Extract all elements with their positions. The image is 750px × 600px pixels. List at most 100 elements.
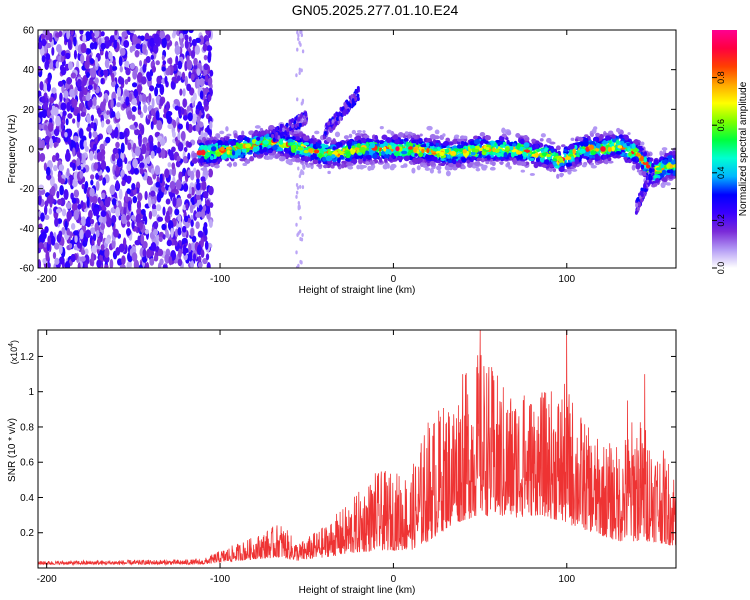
heatmap-cell [150, 168, 155, 175]
heatmap-cell [502, 129, 509, 133]
heatmap-cell [131, 183, 136, 191]
heatmap-cell [405, 141, 410, 148]
heatmap-cell [197, 255, 202, 263]
heatmap-cell [177, 227, 182, 236]
heatmap-cell [638, 147, 644, 151]
heatmap-cell [89, 150, 94, 161]
heatmap-cell [322, 135, 326, 140]
heatmap-cell [489, 166, 496, 171]
heatmap-cell [87, 98, 93, 108]
heatmap-cell [205, 140, 210, 145]
heatmap-cell [150, 108, 155, 116]
heatmap-cell [145, 261, 150, 268]
heatmap-cell [95, 180, 100, 191]
heatmap-cell [177, 123, 183, 130]
heatmap-cell [384, 157, 388, 163]
heatmap-cell [190, 260, 195, 268]
heatmap-cell [334, 120, 338, 126]
snr-multiplier-exponent: 4 [8, 343, 15, 347]
heatmap-cell [55, 115, 61, 127]
heatmap-cell [301, 49, 305, 54]
heatmap-cell [226, 146, 232, 150]
heatmap-cell [131, 106, 137, 112]
heatmap-cell [503, 151, 508, 158]
heatmap-cell [640, 192, 644, 197]
heatmap-cell [177, 60, 183, 70]
heatmap-cell [177, 132, 181, 141]
heatmap-cell [295, 222, 298, 227]
heatmap-cell [53, 165, 58, 172]
heatmap-cell [53, 141, 58, 148]
heatmap-cell [297, 33, 300, 38]
heatmap-cell [502, 141, 507, 146]
heatmap-cell [72, 147, 76, 157]
heatmap-cell [283, 130, 287, 135]
heatmap-cell [73, 49, 78, 60]
heatmap-cell [640, 198, 644, 203]
heatmap-cell [138, 264, 143, 268]
heatmap-cell [237, 135, 244, 141]
heatmap-cell [116, 102, 121, 108]
heatmap-cell [89, 227, 96, 235]
heatmap-cell [60, 121, 64, 131]
heatmap-cell [52, 251, 57, 260]
heatmap-cell [172, 131, 176, 138]
heatmap-cell [38, 117, 41, 124]
heatmap-cell [76, 78, 82, 88]
heatmap-cell [126, 163, 132, 171]
heatmap-cell [634, 210, 638, 215]
heatmap-cell [590, 132, 595, 138]
heatmap-cell [116, 86, 121, 98]
heatmap-cell [182, 98, 187, 108]
heatmap-cell [623, 156, 628, 161]
heatmap-cell [389, 164, 395, 171]
heatmap-cell [462, 149, 468, 154]
heatmap-cell [185, 121, 190, 131]
heatmap-cell [295, 190, 299, 195]
figure-title: GN05.2025.277.01.10.E24 [292, 2, 459, 18]
heatmap-cell [187, 141, 192, 148]
heatmap-cell [588, 144, 595, 150]
heatmap-cell [422, 164, 427, 168]
heatmap-cell [646, 153, 650, 157]
heatmap-cell [64, 261, 71, 268]
heatmap-cell [302, 135, 310, 141]
heatmap-cell [280, 144, 284, 148]
heatmap-cell [296, 232, 299, 237]
heatmap-cell [278, 140, 284, 145]
heatmap-cell [137, 86, 142, 97]
heatmap-cell [484, 135, 491, 141]
heatmap-cell [48, 102, 53, 111]
heatmap-cell [127, 76, 131, 83]
heatmap-cell [580, 141, 584, 147]
heatmap-cell [327, 121, 331, 126]
heatmap-cell [661, 176, 667, 182]
heatmap-cell [44, 214, 50, 221]
heatmap-cell [325, 155, 333, 162]
heatmap-cell [175, 55, 179, 66]
heatmap-cell [150, 190, 156, 197]
heatmap-cell [435, 146, 442, 153]
heatmap-cell [391, 154, 395, 159]
heatmap-cell [98, 216, 103, 223]
y-tick-label: 40 [23, 65, 35, 76]
heatmap-cell [179, 88, 183, 96]
y-tick-label: 1.2 [20, 352, 34, 363]
heatmap-cell [65, 202, 72, 209]
heatmap-cell [57, 80, 64, 87]
heatmap-cell [471, 156, 477, 160]
heatmap-cell [280, 132, 284, 138]
heatmap-cell [124, 135, 128, 146]
heatmap-cell [165, 210, 170, 221]
heatmap-cell [146, 142, 151, 152]
heatmap-cell [400, 150, 408, 155]
heatmap-cell [139, 60, 143, 67]
heatmap-cell [123, 130, 128, 137]
x-tick-label: -200 [37, 574, 57, 585]
heatmap-cell [552, 168, 557, 173]
heatmap-cell [298, 67, 302, 72]
heatmap-cell [101, 192, 106, 200]
heatmap-cell [181, 225, 187, 233]
heatmap-cell [474, 145, 480, 150]
